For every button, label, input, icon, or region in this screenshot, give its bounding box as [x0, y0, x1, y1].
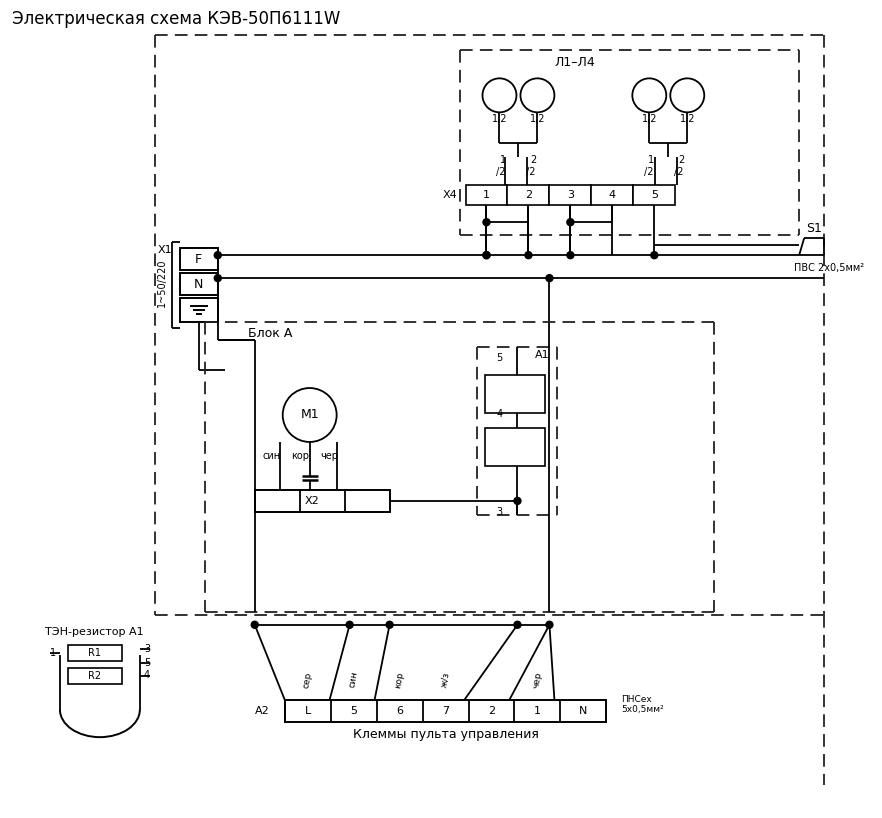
Text: M1: M1: [301, 408, 319, 421]
Text: Электрическая схема КЭВ-50П6111W: Электрическая схема КЭВ-50П6111W: [12, 11, 340, 29]
Text: 4: 4: [144, 670, 150, 680]
Text: 1: 1: [534, 706, 541, 716]
Text: X1: X1: [158, 245, 172, 255]
Text: 1,2: 1,2: [641, 115, 657, 124]
Text: 4: 4: [609, 191, 616, 200]
Circle shape: [214, 275, 221, 281]
Text: S1: S1: [806, 222, 822, 235]
Text: 5: 5: [144, 658, 150, 667]
Text: X2: X2: [305, 496, 319, 506]
Circle shape: [567, 218, 574, 226]
Circle shape: [514, 622, 521, 628]
Text: A1: A1: [534, 350, 549, 360]
Text: L: L: [304, 706, 310, 716]
Text: 1: 1: [483, 191, 490, 200]
Circle shape: [546, 622, 553, 628]
Text: чер: чер: [532, 671, 543, 689]
Text: R1: R1: [88, 648, 101, 658]
Bar: [549, 185, 591, 205]
Circle shape: [483, 252, 490, 258]
Text: N: N: [579, 706, 587, 716]
Text: A2: A2: [255, 706, 270, 716]
Bar: [180, 273, 218, 295]
Text: ПВС 2х0,5мм²: ПВС 2х0,5мм²: [794, 263, 864, 273]
Bar: [591, 185, 633, 205]
Text: 4: 4: [497, 409, 503, 419]
Text: ж/з: ж/з: [440, 671, 452, 689]
Text: сер: сер: [302, 671, 313, 689]
Text: Л1–Л4: Л1–Л4: [554, 56, 594, 69]
Text: Клеммы пульта управления: Клеммы пульта управления: [353, 728, 539, 741]
Text: чер: чер: [321, 451, 339, 461]
Circle shape: [525, 252, 532, 258]
Text: 1: 1: [500, 155, 506, 165]
Circle shape: [482, 79, 517, 112]
Circle shape: [670, 79, 704, 112]
Bar: [68, 645, 122, 661]
Bar: [180, 298, 218, 322]
Bar: [466, 185, 507, 205]
Circle shape: [520, 79, 555, 112]
Text: 1: 1: [648, 155, 654, 165]
Text: Блок А: Блок А: [248, 326, 292, 339]
Text: син: син: [263, 451, 280, 461]
Text: 2: 2: [525, 191, 532, 200]
Text: 5: 5: [350, 706, 357, 716]
Bar: [633, 185, 676, 205]
Text: /2: /2: [496, 167, 505, 178]
Circle shape: [632, 79, 666, 112]
Circle shape: [214, 252, 221, 258]
Text: 5: 5: [497, 353, 503, 363]
Circle shape: [283, 388, 337, 442]
Text: 2: 2: [678, 155, 684, 165]
Text: ТЭН-резистор А1: ТЭН-резистор А1: [45, 627, 144, 636]
Text: /2: /2: [526, 167, 535, 178]
Bar: [68, 667, 122, 684]
Text: N: N: [194, 277, 204, 290]
Bar: [507, 185, 549, 205]
Text: /2: /2: [644, 167, 653, 178]
Text: 3: 3: [567, 191, 574, 200]
Text: 2: 2: [488, 706, 495, 716]
Text: /2: /2: [674, 167, 683, 178]
Circle shape: [546, 275, 553, 281]
Text: кор: кор: [291, 451, 309, 461]
Text: R2: R2: [88, 671, 101, 681]
Text: 1: 1: [49, 648, 56, 658]
Circle shape: [567, 252, 574, 258]
Text: 1,2: 1,2: [530, 115, 545, 124]
Circle shape: [483, 252, 490, 258]
Text: ПНСех
5х0,5мм²: ПНСех 5х0,5мм²: [621, 695, 664, 714]
Circle shape: [483, 218, 490, 226]
Bar: [255, 490, 390, 512]
Bar: [285, 699, 606, 721]
Text: 7: 7: [442, 706, 449, 716]
Circle shape: [251, 622, 258, 628]
Text: син: син: [348, 671, 360, 689]
Text: 1,2: 1,2: [679, 115, 695, 124]
Text: F: F: [195, 253, 202, 266]
Text: 5: 5: [651, 191, 658, 200]
Circle shape: [651, 252, 658, 258]
Circle shape: [386, 622, 393, 628]
Text: 2: 2: [530, 155, 536, 165]
Text: 1,2: 1,2: [492, 115, 507, 124]
Bar: [180, 248, 218, 270]
Circle shape: [346, 622, 353, 628]
Text: 3: 3: [497, 507, 503, 517]
Text: 6: 6: [396, 706, 403, 716]
Text: 3: 3: [144, 644, 150, 654]
Text: кор: кор: [393, 671, 406, 689]
Circle shape: [514, 497, 521, 505]
Bar: [485, 375, 545, 413]
Bar: [485, 428, 545, 466]
Text: X4: X4: [443, 191, 458, 200]
Text: 1~50/220: 1~50/220: [157, 258, 167, 308]
